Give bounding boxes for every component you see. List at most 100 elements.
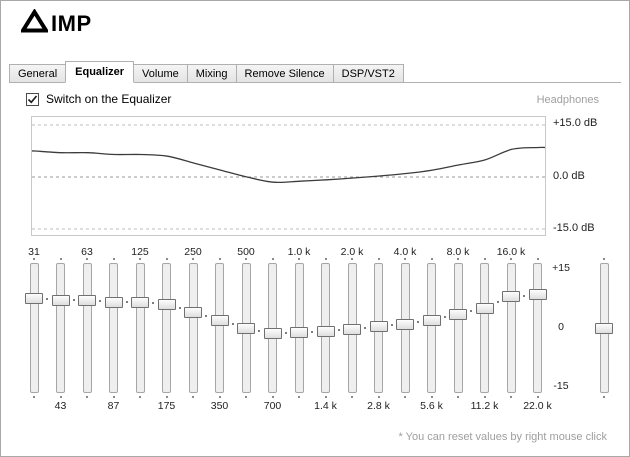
reset-hint-footnote: * You can reset values by right mouse cl… (398, 431, 607, 443)
eq-band-22.0k-slider[interactable] (533, 263, 542, 393)
graph-label-bottom: -15.0 dB (553, 222, 595, 234)
slider-tick (33, 396, 35, 398)
level-dot (470, 310, 473, 313)
eq-band-63-thumb[interactable] (78, 294, 96, 306)
level-dot (523, 294, 526, 297)
eq-band-87-thumb[interactable] (104, 296, 123, 308)
eq-band-43-slider[interactable] (56, 263, 65, 393)
slider-tick (483, 258, 486, 260)
slider-tick (298, 396, 300, 398)
eq-response-graph (31, 116, 546, 236)
check-icon (27, 94, 38, 103)
eq-band-11.2k-thumb[interactable] (475, 302, 494, 314)
eq-band-5.6k-slider[interactable] (427, 263, 436, 393)
tab-bar: General Equalizer Volume Mixing Remove Silen… (9, 61, 404, 83)
freq-label-125: 125 (131, 246, 149, 258)
scale-label-bottom: -15 (553, 380, 569, 392)
slider-tick (218, 258, 221, 260)
eq-band-700-slider[interactable] (268, 263, 277, 393)
freq-label-2.0k: 2.0 k (340, 246, 364, 258)
slider-tick (86, 258, 88, 260)
eq-band-31-thumb[interactable] (25, 293, 43, 304)
freq-label-11.2k: 11.2 k (470, 400, 499, 412)
slider-tick (324, 396, 327, 398)
slider-tick (271, 258, 274, 260)
preamp-thumb[interactable] (595, 322, 613, 334)
eq-band-16.0k-thumb[interactable] (502, 291, 520, 303)
eq-band-350-slider[interactable] (215, 263, 224, 393)
slider-tick (298, 258, 300, 260)
eq-band-125-slider[interactable] (135, 263, 145, 393)
graph-label-top: +15.0 dB (553, 117, 598, 129)
tab-remove-silence[interactable]: Remove Silence (235, 64, 334, 83)
slider-tick (430, 258, 433, 260)
slider-tick (192, 396, 194, 398)
eq-band-87-slider[interactable] (109, 263, 118, 393)
slider-tick (377, 396, 380, 398)
eq-band-8.0k-slider[interactable] (453, 263, 463, 393)
eq-band-250-thumb[interactable] (184, 306, 202, 318)
slider-tick (510, 258, 512, 260)
slider-tick (33, 258, 35, 260)
level-dot (72, 299, 75, 302)
level-dot (337, 329, 340, 332)
tab-volume[interactable]: Volume (133, 64, 188, 83)
slider-tick (324, 258, 327, 260)
eq-band-700-thumb[interactable] (263, 328, 282, 340)
tab-dsp-vst2[interactable]: DSP/VST2 (332, 64, 404, 83)
level-dot (258, 329, 261, 332)
eq-band-11.2k-slider[interactable] (480, 263, 489, 393)
slider-tick (86, 396, 88, 398)
freq-label-2.8k: 2.8 k (367, 400, 390, 412)
slider-tick (59, 396, 62, 398)
eq-band-250-slider[interactable] (188, 263, 198, 393)
freq-label-700: 700 (263, 400, 282, 412)
eq-band-500-thumb[interactable] (237, 322, 255, 334)
aimp-logo: IMP (19, 8, 92, 38)
slider-tick (404, 396, 406, 398)
eq-band-31-slider[interactable] (29, 263, 39, 393)
level-dot (178, 307, 181, 310)
freq-label-250: 250 (184, 246, 202, 258)
freq-label-31: 31 (28, 246, 40, 258)
eq-enable-checkbox[interactable] (26, 92, 39, 106)
eq-band-175-slider[interactable] (162, 263, 171, 393)
eq-band-2.8k-thumb[interactable] (369, 321, 388, 333)
slider-tick (192, 258, 194, 260)
eq-band-175-thumb[interactable] (157, 298, 176, 310)
eq-band-350-thumb[interactable] (210, 314, 229, 326)
slider-tick (536, 258, 539, 260)
slider-tick (218, 396, 221, 398)
eq-band-1.0k-thumb[interactable] (290, 327, 308, 339)
eq-band-125-thumb[interactable] (131, 296, 149, 308)
slider-tick (483, 396, 486, 398)
slider-tick (112, 258, 115, 260)
output-device-label: Headphones (536, 94, 599, 106)
eq-band-8.0k-thumb[interactable] (449, 308, 467, 320)
freq-label-500: 500 (237, 246, 255, 258)
eq-curve (31, 146, 546, 184)
eq-band-16.0k-slider[interactable] (506, 263, 516, 393)
level-dot (205, 315, 208, 318)
eq-band-2.0k-thumb[interactable] (343, 323, 361, 335)
slider-tick (536, 396, 539, 398)
eq-band-63-slider[interactable] (82, 263, 92, 393)
scale-label-zero: 0 (558, 321, 564, 333)
slider-tick (139, 396, 141, 398)
eq-band-1.4k-thumb[interactable] (316, 325, 335, 337)
tab-equalizer[interactable]: Equalizer (65, 61, 135, 83)
level-dot (284, 332, 287, 335)
eq-band-22.0k-thumb[interactable] (528, 289, 547, 301)
freq-label-63: 63 (81, 246, 93, 258)
eq-band-43-thumb[interactable] (51, 294, 70, 306)
tab-mixing[interactable]: Mixing (186, 64, 237, 83)
eq-enable-label: Switch on the Equalizer (46, 92, 172, 106)
tab-general[interactable]: General (9, 64, 67, 83)
scale-label-top: +15 (552, 262, 570, 274)
eq-band-5.6k-thumb[interactable] (422, 314, 441, 326)
triangle-icon (19, 8, 50, 38)
slider-tick (351, 258, 353, 260)
eq-band-4.0k-thumb[interactable] (396, 318, 414, 330)
slider-tick (603, 396, 605, 398)
